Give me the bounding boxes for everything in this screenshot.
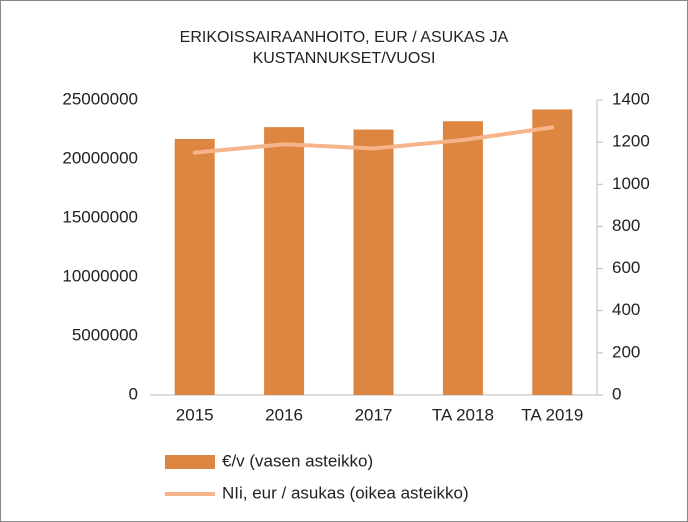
y2-tick-label: 0	[612, 384, 621, 403]
y-tick-label: 0	[129, 384, 138, 403]
y-tick-label: 15000000	[62, 207, 138, 226]
x-tick-label: 2015	[176, 405, 214, 424]
y-tick-label: 10000000	[62, 266, 138, 285]
y2-tick-label: 1000	[612, 174, 650, 193]
bar	[353, 129, 394, 395]
y-tick-label: 20000000	[62, 148, 138, 167]
y2-tick-label: 1200	[612, 132, 650, 151]
chart-title: ERIKOISSAIRAANHOITO, EUR / ASUKAS JA	[180, 29, 509, 46]
bar	[532, 109, 573, 395]
x-tick-label: TA 2019	[521, 405, 583, 424]
legend-swatch	[165, 455, 215, 469]
x-tick-label: 2017	[355, 405, 393, 424]
x-tick-label: TA 2018	[432, 405, 494, 424]
y2-tick-label: 200	[612, 342, 640, 361]
y2-tick-label: 1400	[612, 89, 650, 108]
x-tick-label: 2016	[265, 405, 303, 424]
bar	[442, 121, 483, 396]
legend-label: €/v (vasen asteikko)	[222, 451, 373, 470]
y-tick-label: 5000000	[72, 325, 138, 344]
line	[192, 125, 555, 155]
legend-label: NIi, eur / asukas (oikea asteikko)	[222, 483, 469, 502]
chart-title: KUSTANNUKSET/VUOSI	[253, 50, 436, 67]
y-tick-label: 25000000	[62, 89, 138, 108]
bar	[264, 127, 305, 395]
y2-tick-label: 600	[612, 258, 640, 277]
y2-tick-label: 400	[612, 300, 640, 319]
y2-tick-label: 800	[612, 216, 640, 235]
bar	[174, 138, 215, 395]
